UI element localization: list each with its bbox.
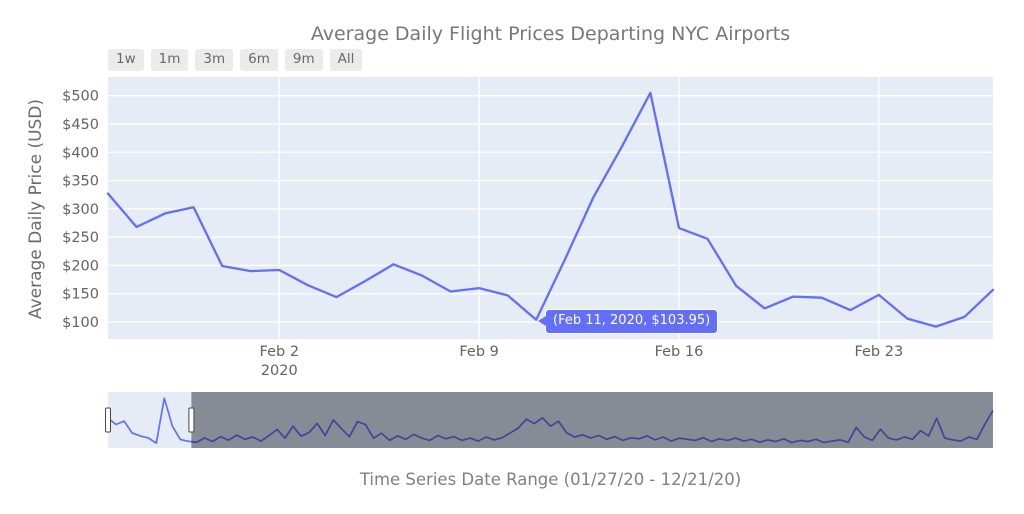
y-tick-label: $450 (62, 117, 99, 133)
slider-handle-right[interactable] (188, 407, 195, 433)
slider-handle-left[interactable] (105, 407, 111, 433)
range-button-all[interactable]: All (329, 49, 363, 71)
y-tick-label: $300 (62, 202, 99, 218)
price-line[interactable] (106, 91, 995, 328)
x-tick-sublabel: 2020 (261, 363, 298, 379)
chart-title: Average Daily Flight Prices Departing NY… (310, 23, 791, 45)
overview-line (107, 397, 994, 444)
x-tick-label: Feb 9 (459, 344, 499, 360)
y-tick-label: $200 (62, 258, 99, 274)
range-button-9m[interactable]: 9m (284, 49, 323, 71)
slider-mask[interactable] (191, 392, 994, 448)
y-tick-label: $400 (62, 145, 99, 161)
x-tick-label: Feb 2 (260, 344, 300, 360)
chart-caption: Time Series Date Range (01/27/20 - 12/21… (359, 470, 742, 489)
y-tick-label: $100 (62, 315, 99, 331)
range-button-3m[interactable]: 3m (195, 49, 234, 71)
range-selector: 1w 1m 3m 6m 9m All (108, 49, 363, 71)
range-button-1m[interactable]: 1m (150, 49, 189, 71)
x-tick-label: Feb 16 (655, 344, 704, 360)
x-tick-label: Feb 23 (854, 344, 903, 360)
y-tick-label: $250 (62, 230, 99, 246)
range-button-1w[interactable]: 1w (108, 49, 144, 71)
plot-background[interactable] (108, 77, 993, 339)
y-tick-label: $500 (62, 89, 99, 105)
range-button-6m[interactable]: 6m (240, 49, 278, 71)
y-tick-label: $350 (62, 174, 99, 190)
y-tick-label: $150 (62, 287, 99, 303)
tooltip: (Feb 11, 2020, $103.95) (537, 309, 719, 334)
